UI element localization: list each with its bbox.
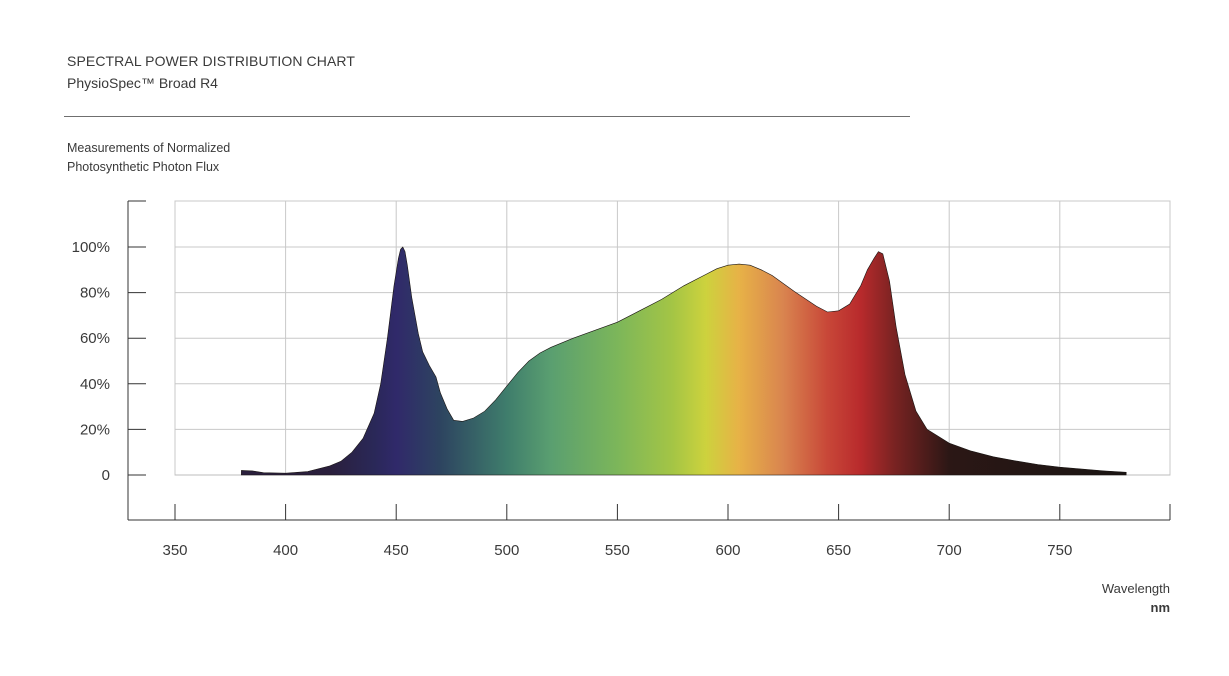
x-tick-label: 350 xyxy=(162,542,187,559)
grid xyxy=(174,200,1171,476)
x-ticks: 350 400 450 500 550 600 650 700 750 xyxy=(162,504,1072,559)
y-tick-label: 20% xyxy=(80,421,110,438)
y-tick-label: 80% xyxy=(80,285,110,302)
x-tick-label: 650 xyxy=(826,542,851,559)
y-axis-label: Measurements of Normalized Photosyntheti… xyxy=(67,139,230,177)
y-ticks: 0 20% 40% 60% 80% 100% xyxy=(72,239,146,484)
y-tick-label: 0 xyxy=(102,467,110,484)
chart-title: SPECTRAL POWER DISTRIBUTION CHART xyxy=(67,53,355,69)
y-tick-label: 100% xyxy=(72,239,110,256)
header-divider xyxy=(64,116,910,117)
x-tick-label: 450 xyxy=(384,542,409,559)
x-tick-label: 550 xyxy=(605,542,630,559)
y-tick-label: 60% xyxy=(80,330,110,347)
y-axis-label-line-2: Photosynthetic Photon Flux xyxy=(67,160,220,174)
y-tick-label: 40% xyxy=(80,376,110,393)
axes xyxy=(127,200,1171,521)
x-tick-label: 700 xyxy=(937,542,962,559)
y-axis-label-line-1: Measurements of Normalized xyxy=(67,141,231,155)
chart-subtitle: PhysioSpec™ Broad R4 xyxy=(67,75,218,91)
x-axis-label: Wavelength nm xyxy=(1102,579,1170,617)
spectrum-area xyxy=(241,246,1127,476)
x-axis-unit: nm xyxy=(1150,600,1171,615)
x-axis-title: Wavelength xyxy=(1101,581,1170,596)
x-tick-label: 750 xyxy=(1047,542,1072,559)
x-tick-label: 400 xyxy=(273,542,298,559)
x-tick-label: 600 xyxy=(715,542,740,559)
x-tick-label: 500 xyxy=(494,542,519,559)
